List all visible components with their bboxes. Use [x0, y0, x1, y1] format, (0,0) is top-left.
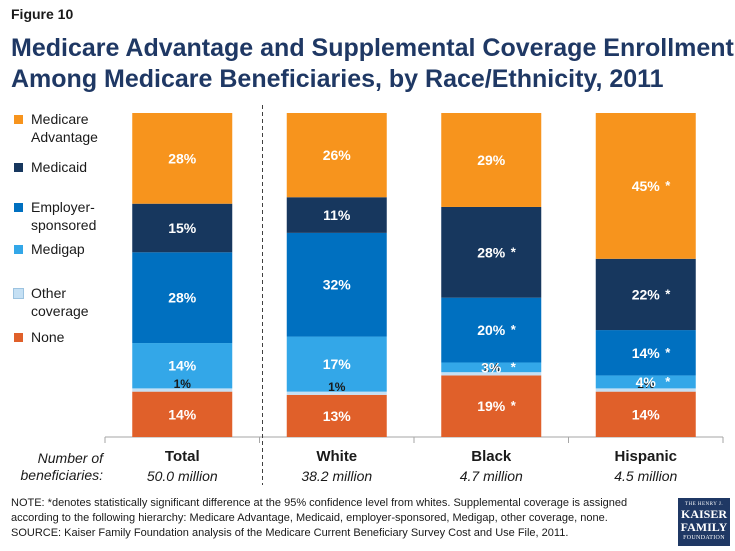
bar-total-other: [132, 388, 233, 392]
legend-label: Medicare Advantage: [31, 111, 98, 145]
legend-swatch: [14, 115, 23, 124]
data-label-total-other: 1%: [174, 377, 192, 391]
legend-label: Other coverage: [31, 285, 89, 319]
bar-white-medigap: [286, 336, 387, 392]
bar-hispanic-medicaid: [595, 258, 696, 331]
data-label-white-medigap: 17%: [323, 356, 352, 372]
title-line-1: Medicare Advantage and Supplemental Cove…: [11, 34, 734, 62]
data-label-hispanic-medicaid: 22%: [632, 286, 661, 302]
bar-black-medicaid: [441, 206, 542, 298]
bar-total-none: [132, 391, 233, 437]
significance-marker: *: [665, 178, 671, 193]
beneficiaries-count-black: 4.7 million: [460, 468, 523, 484]
legend-swatch: [13, 288, 24, 299]
data-label-total-medicare-advantage: 28%: [168, 150, 197, 166]
bar-hispanic-medigap: [595, 375, 696, 389]
category-label-hispanic: Hispanic: [614, 448, 677, 465]
bar-white-medicare-advantage: [286, 113, 387, 198]
bar-black-employer: [441, 297, 542, 363]
beneficiaries-count-total: 50.0 million: [147, 468, 218, 484]
legend-label: Medigap: [31, 241, 85, 257]
data-label-white-other: 1%: [328, 380, 346, 394]
data-label-total-medicaid: 15%: [168, 220, 197, 236]
data-label-total-medigap: 14%: [168, 358, 197, 374]
logo-line: KAISER: [680, 507, 727, 521]
data-label-hispanic-medicare-advantage: 45%: [632, 178, 661, 194]
figure-label: Figure 10: [11, 6, 74, 22]
bar-black-none: [441, 375, 542, 437]
data-label-hispanic-medigap: 4%: [636, 374, 657, 390]
bar-black-other: [441, 372, 542, 376]
bar-white-employer: [286, 232, 387, 337]
legend-swatch: [14, 163, 23, 172]
bar-white-none: [286, 394, 387, 437]
significance-marker: *: [511, 322, 517, 337]
data-label-black-medicare-advantage: 29%: [477, 152, 506, 168]
note-line: according to the following hierarchy: Me…: [11, 512, 608, 524]
footnote: NOTE: *denotes statistically significant…: [11, 496, 651, 541]
bar-hispanic-none: [595, 391, 696, 437]
bar-total-medicaid: [132, 203, 233, 253]
bar-total-medigap: [132, 343, 233, 389]
data-label-hispanic-other: 1%: [637, 377, 655, 391]
legend-label: None: [31, 329, 65, 345]
kaiser-family-foundation-logo: THE HENRY J. KAISER FAMILY FOUNDATION: [678, 498, 730, 546]
bar-white-medicaid: [286, 197, 387, 233]
legend-label: Medicaid: [31, 159, 88, 175]
bar-total-medicare-advantage: [132, 113, 233, 204]
note-line: NOTE: *denotes statistically significant…: [11, 497, 628, 509]
beneficiaries-count-white: 38.2 million: [301, 468, 372, 484]
logo-line: THE HENRY J.: [684, 502, 724, 507]
data-label-white-employer: 32%: [323, 277, 352, 293]
legend-swatch: [14, 203, 23, 212]
bar-white-other: [286, 391, 387, 395]
significance-marker: *: [511, 398, 517, 413]
legend-item-employer: Employer-sponsored: [14, 198, 126, 234]
legend-item-medigap: Medigap: [14, 240, 126, 258]
logo-line: FOUNDATION: [683, 535, 725, 541]
legend-swatch: [14, 333, 23, 342]
bar-hispanic-medicare-advantage: [595, 113, 696, 259]
significance-marker: *: [665, 374, 671, 389]
legend-item-medicare-advantage: Medicare Advantage: [14, 110, 126, 146]
data-label-black-other: 1%: [483, 361, 501, 375]
significance-marker: *: [511, 359, 517, 374]
title-line-2: Among Medicare Beneficiaries, by Race/Et…: [11, 65, 664, 93]
bar-black-medigap: [441, 362, 542, 373]
bar-hispanic-employer: [595, 330, 696, 376]
bar-black-medicare-advantage: [441, 113, 542, 207]
data-label-hispanic-none: 14%: [632, 406, 661, 422]
data-label-white-medicare-advantage: 26%: [323, 147, 352, 163]
bar-total-employer: [132, 252, 233, 344]
data-label-total-employer: 28%: [168, 290, 197, 306]
category-label-white: White: [316, 448, 357, 465]
data-label-hispanic-employer: 14%: [632, 345, 661, 361]
category-label-total: Total: [165, 448, 200, 465]
category-label-black: Black: [471, 448, 512, 465]
data-label-black-employer: 20%: [477, 322, 506, 338]
source-line: SOURCE: Kaiser Family Foundation analysi…: [11, 527, 569, 539]
beneficiaries-count-hispanic: 4.5 million: [614, 468, 677, 484]
data-label-black-none: 19%: [477, 398, 506, 414]
number-of-beneficiaries-label: Number of beneficiaries:: [20, 450, 104, 483]
significance-marker: *: [665, 286, 671, 301]
data-label-total-none: 14%: [168, 406, 197, 422]
data-label-white-none: 13%: [323, 408, 352, 424]
bar-hispanic-other: [595, 388, 696, 392]
significance-marker: *: [665, 345, 671, 360]
legend-swatch: [14, 245, 23, 254]
legend-item-medicaid: Medicaid: [14, 158, 126, 176]
data-label-white-medicaid: 11%: [323, 207, 351, 223]
legend-item-other: Other coverage: [13, 284, 126, 320]
data-label-black-medigap: 3%: [481, 359, 502, 375]
significance-marker: *: [511, 244, 517, 259]
legend-label: Employer-sponsored: [31, 199, 97, 233]
data-label-black-medicaid: 28%: [477, 244, 506, 260]
logo-line: FAMILY: [680, 520, 728, 534]
legend-item-none: None: [14, 328, 126, 346]
page-title: Medicare Advantage and Supplemental Cove…: [11, 33, 734, 95]
